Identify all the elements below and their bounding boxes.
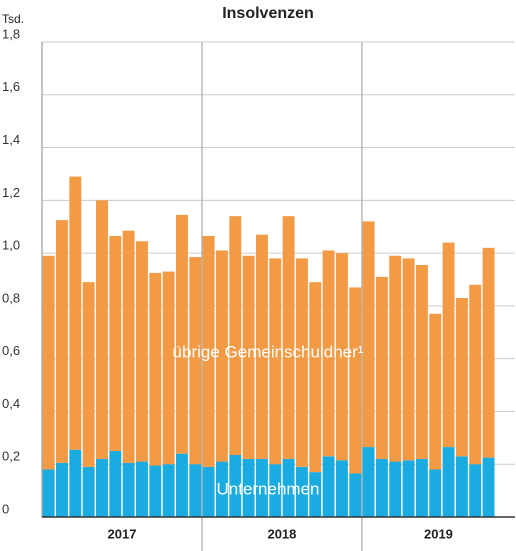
bar-segment <box>415 264 428 459</box>
bar-segment <box>455 456 468 517</box>
chart-title: Insolvenzen <box>222 5 314 22</box>
bar-segment <box>309 282 322 473</box>
bar-segment <box>415 458 428 517</box>
bar-segment <box>176 453 188 517</box>
bar-segment <box>389 461 402 517</box>
bar-segment <box>189 257 202 465</box>
bar-segment <box>229 216 242 455</box>
year-label: 2018 <box>267 526 296 541</box>
bar-segment <box>322 456 335 517</box>
bar-segment <box>42 255 55 470</box>
bar-segment <box>349 287 362 474</box>
bar-segment <box>455 297 468 457</box>
bar-segment <box>402 258 415 461</box>
overlay: 2017 2018 2019 übrige Gemeinschuldner¹ Unter… <box>42 342 515 551</box>
bar-segment <box>109 235 122 452</box>
bar-segment <box>215 461 228 517</box>
bar-segment <box>375 458 388 517</box>
bar-segment <box>429 313 442 470</box>
bar-segment <box>362 447 375 517</box>
y-unit: Tsd. <box>2 12 24 26</box>
bar-segment <box>242 458 255 517</box>
bar-segment <box>242 255 255 459</box>
bar-segment <box>442 447 455 517</box>
bar-segment <box>335 253 348 461</box>
bar-segment <box>109 451 122 517</box>
bars <box>42 176 495 517</box>
bar-segment <box>176 214 188 454</box>
bar-segment <box>402 460 415 517</box>
bar-segment <box>202 235 215 467</box>
bar-segment <box>42 469 55 517</box>
bar-segment <box>469 284 482 465</box>
bar-segment <box>189 464 202 517</box>
bar-segment <box>389 255 402 462</box>
bar-segment <box>295 258 308 467</box>
bar-segment <box>482 457 495 517</box>
year-label: 2017 <box>108 526 137 541</box>
bar-segment <box>149 465 162 517</box>
y-tick-label: 0,6 <box>2 343 20 358</box>
bar-segment <box>442 242 455 448</box>
y-tick-label: 1,8 <box>2 26 20 41</box>
y-tick-label: 1,6 <box>2 79 20 94</box>
y-tick-label: 0,4 <box>2 396 20 411</box>
bar-segment <box>322 250 335 457</box>
bar-segment <box>82 282 95 467</box>
bar-segment <box>96 200 108 459</box>
bar-segment <box>349 473 362 517</box>
series-label: übrige Gemeinschuldner¹ <box>173 342 364 361</box>
bar-segment <box>215 250 228 462</box>
bar-segment <box>295 466 308 517</box>
bar-segment <box>229 454 242 517</box>
series-label: Unternehmen <box>216 479 319 498</box>
y-tick-label: 0,8 <box>2 290 20 305</box>
bar-segment <box>269 464 282 517</box>
bar-segment <box>136 461 148 517</box>
y-tick-label: 1,4 <box>2 132 20 147</box>
bar-segment <box>309 472 322 517</box>
bar-segment <box>122 462 135 517</box>
bar-segment <box>429 469 442 517</box>
y-tick-label: 0,2 <box>2 449 20 464</box>
bar-segment <box>69 449 82 517</box>
bar-segment <box>96 458 108 517</box>
year-label: 2019 <box>424 526 453 541</box>
bar-segment <box>282 216 295 459</box>
bar-segment <box>255 234 268 459</box>
bar-segment <box>482 247 495 458</box>
bar-segment <box>56 462 68 517</box>
y-tick-label: 0 <box>2 501 9 516</box>
bar-segment <box>69 176 82 450</box>
bar-segment <box>375 276 388 459</box>
bar-segment <box>149 272 162 466</box>
bar-segment <box>255 458 268 517</box>
y-tick-label: 1,2 <box>2 185 20 200</box>
bar-segment <box>269 258 282 465</box>
bar-segment <box>162 271 175 465</box>
y-tick-label: 1,0 <box>2 238 20 253</box>
bar-segment <box>162 464 175 517</box>
bar-segment <box>362 221 375 448</box>
bar-segment <box>335 460 348 517</box>
bar-segment <box>136 241 148 462</box>
bar-segment <box>202 466 215 517</box>
bar-segment <box>82 466 95 517</box>
bar-segment <box>469 464 482 517</box>
bar-segment <box>282 458 295 517</box>
bar-segment <box>122 230 135 463</box>
bar-segment <box>56 220 68 463</box>
